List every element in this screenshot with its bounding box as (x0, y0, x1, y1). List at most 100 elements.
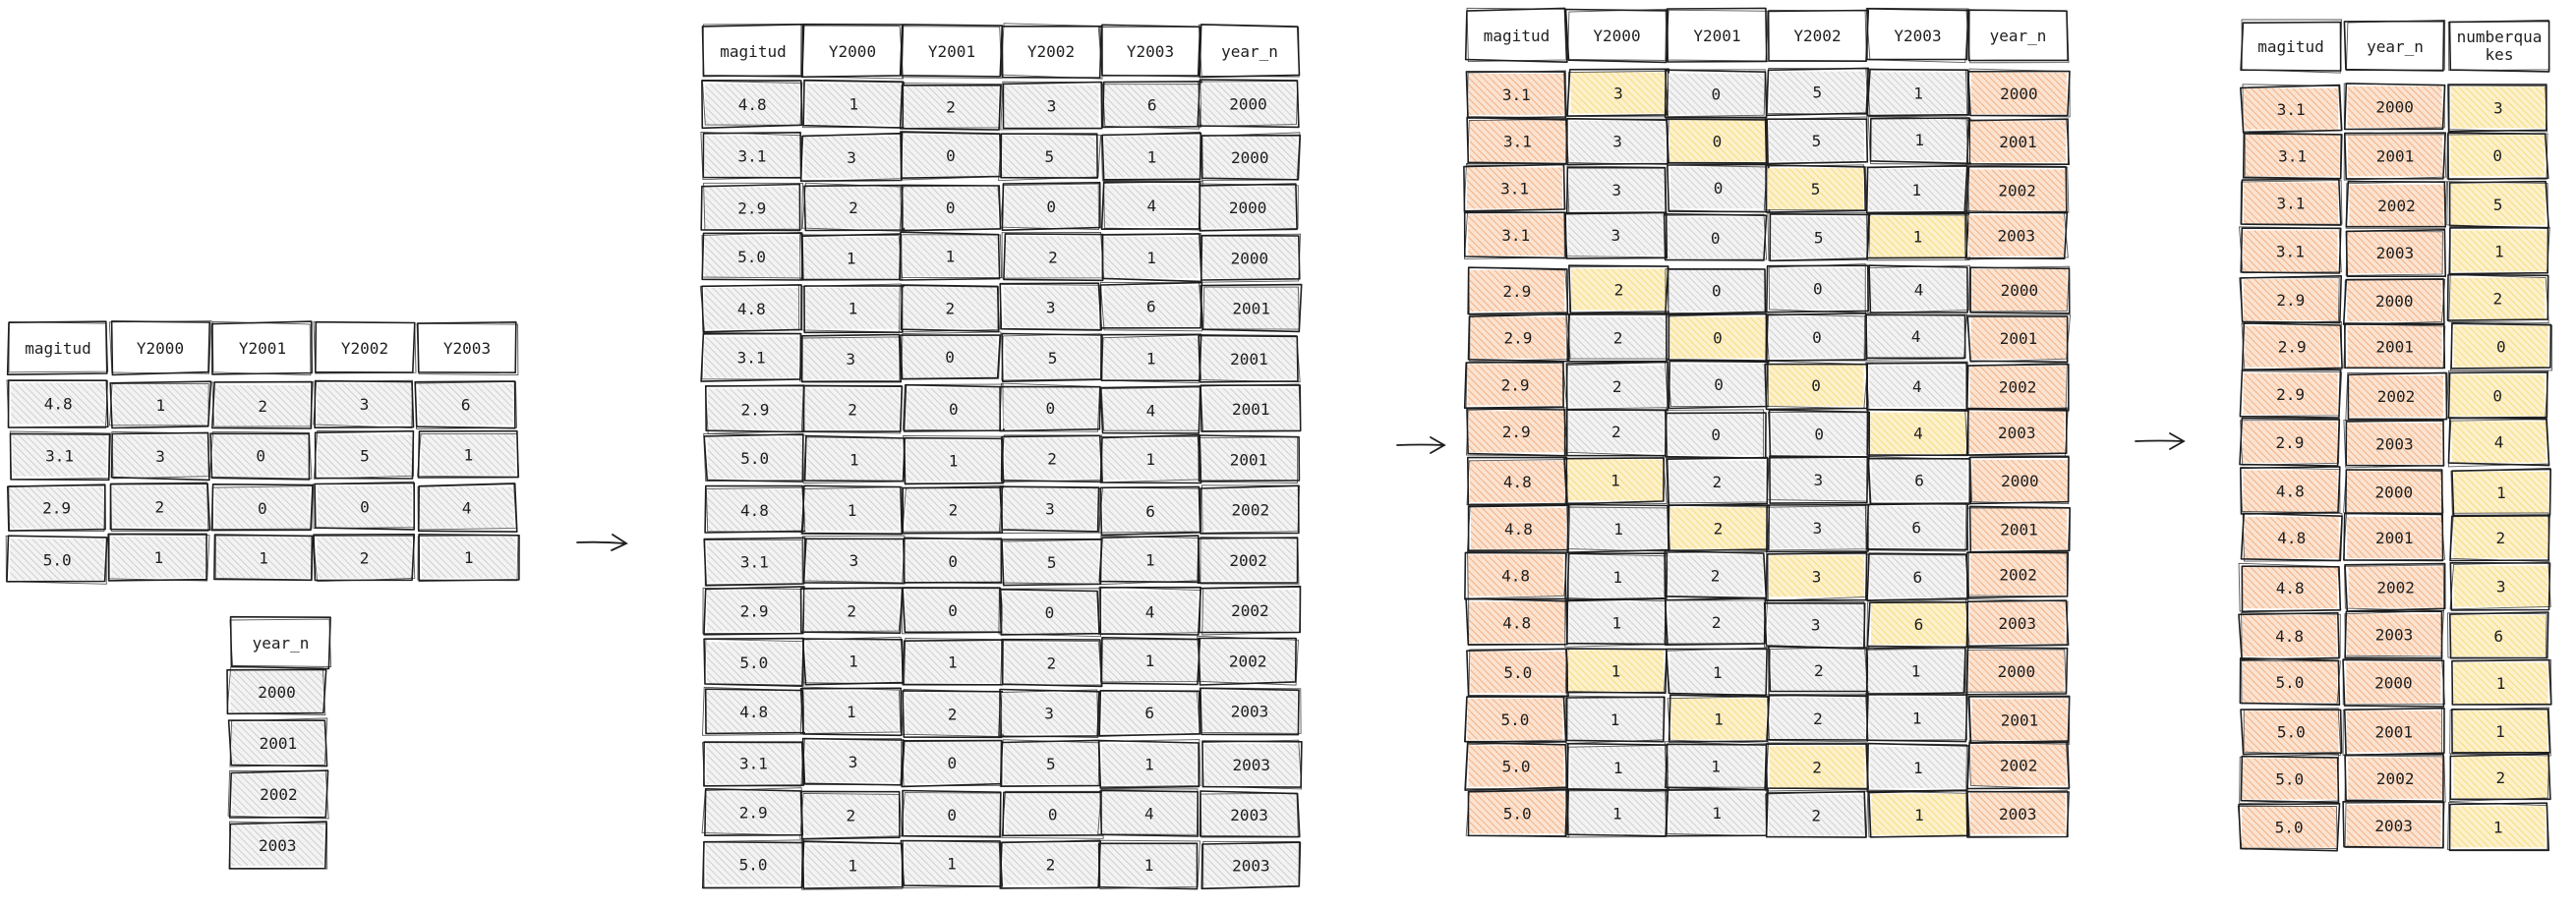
high-cell-text: 3 (1611, 226, 1621, 245)
result-cell-text: 2001 (2375, 722, 2414, 741)
cross-cell-text: 2.9 (740, 400, 769, 419)
cross-cell: 2 (800, 384, 904, 434)
high-cell-text: 6 (1914, 615, 1924, 634)
cross-cell: 1 (801, 283, 905, 334)
high-cell-text: 5.0 (1503, 663, 1532, 682)
cross-cell: 2.9 (700, 182, 803, 232)
cross-cell-text: 3 (1047, 97, 1057, 116)
cross-cell: 1 (1099, 637, 1201, 686)
high-cell: 1 (1563, 455, 1668, 505)
high-cell-text: 1 (1913, 84, 1923, 102)
cross-cell-text: 6 (1145, 502, 1155, 521)
result-cell: 5 (2446, 180, 2549, 230)
high-cell-text: 1 (1713, 663, 1723, 682)
input-cell-text: 0 (360, 497, 370, 516)
high-cell-text: 5 (1814, 228, 1824, 247)
result-cell-text: 4 (2494, 433, 2504, 452)
high-cell-text: 2.9 (1502, 282, 1531, 301)
high-cell-text: 2001 (2000, 520, 2038, 539)
cross-cell-text: 3 (846, 350, 855, 369)
cross-cell-text: 2 (945, 299, 955, 317)
high-cell: 2 (1665, 456, 1770, 507)
high-cell: 4 (1865, 361, 1968, 411)
high-cell-text: 1 (1911, 662, 1921, 681)
high-cell: 5 (1764, 116, 1869, 165)
high-cell-text: 2 (1711, 566, 1721, 585)
result-header-year_n: year_n (2343, 20, 2446, 72)
high-cell: 6 (1864, 502, 1968, 552)
result-cell: 2003 (2342, 801, 2445, 849)
high-cell: 2001 (1965, 118, 2071, 167)
result-cell: 3.1 (2240, 84, 2343, 134)
cross-cell: 3 (799, 333, 903, 383)
high-cell-text: 0 (1711, 426, 1721, 444)
high-cell: 2 (1568, 264, 1670, 314)
high-cell-text: 0 (1813, 280, 1823, 299)
high-cell: 2001 (1966, 313, 2072, 364)
high-cell-text: 4 (1913, 425, 1923, 443)
cross-cell-text: 0 (945, 348, 955, 367)
high-header-Y2001: Y2001 (1665, 7, 1769, 63)
high-cell: 1 (1866, 742, 1970, 793)
cross-cell-text: 1 (1145, 450, 1155, 469)
high-cell-text: 3.1 (1501, 226, 1530, 245)
input-header-magitud-text: magitud (25, 339, 90, 358)
cross-cell: 4 (1097, 586, 1201, 636)
cross-cell-text: 2002 (1231, 601, 1269, 620)
high-cell-text: 4 (1912, 377, 1922, 396)
result-cell: 1 (2450, 467, 2551, 518)
cross-cell: 1 (1100, 333, 1202, 384)
high-cell-text: 2 (1611, 423, 1621, 441)
result-cell-text: 1 (2493, 818, 2503, 836)
cross-cell-text: 2.9 (739, 804, 768, 823)
high-cell-text: 2003 (1998, 424, 2036, 442)
input-cell-text: 3.1 (45, 447, 74, 466)
cross-cell: 2000 (1200, 233, 1302, 283)
cross-cell-text: 2 (847, 601, 856, 620)
high-cell-text: 5.0 (1503, 804, 1532, 823)
cross-cell-text: 2002 (1232, 501, 1270, 520)
high-cell: 2.9 (1467, 312, 1570, 363)
result-cell-text: 2002 (2377, 387, 2416, 406)
cross-header-magitud-text: magitud (720, 42, 786, 61)
high-cell-text: 1 (1913, 228, 1923, 247)
cross-cell-text: 0 (948, 601, 958, 620)
cross-cell: 2 (1000, 434, 1103, 483)
cross-cell-text: 2003 (1231, 703, 1269, 721)
input-cell-text: 2 (360, 548, 370, 567)
high-cell-text: 2002 (1999, 377, 2037, 396)
cross-cell-text: 3.1 (739, 755, 768, 773)
high-cell-text: 0 (1713, 132, 1723, 150)
input-cell-text: 1 (156, 396, 166, 415)
high-cell-text: 2 (1811, 807, 1821, 825)
cross-header-Y2002-text: Y2002 (1027, 42, 1075, 61)
cross-cell: 6 (1099, 281, 1203, 332)
cross-cell: 2001 (1200, 283, 1303, 333)
high-cell-text: 1 (1712, 804, 1722, 823)
cross-cell-text: 3 (849, 551, 859, 570)
cross-cell-text: 2 (849, 199, 858, 217)
high-cell: 1 (1667, 694, 1770, 744)
result-cell: 3.1 (2239, 226, 2342, 274)
cross-cell-text: 2001 (1230, 350, 1268, 369)
result-cell: 4.8 (2238, 611, 2341, 661)
high-cell: 4.8 (1465, 597, 1569, 647)
cross-cell-text: 2 (848, 400, 857, 419)
input-cell-text: 1 (464, 446, 474, 465)
cross-cell: 3 (1000, 81, 1103, 131)
high-cell: 2 (1565, 312, 1669, 363)
cross-cell: 4 (1100, 181, 1203, 231)
result-cell-text: 2001 (2375, 338, 2414, 357)
high-cell: 2 (1664, 597, 1769, 646)
high-cell: 0 (1765, 312, 1867, 362)
high-cell: 0 (1766, 263, 1869, 313)
cross-cell-text: 0 (948, 754, 958, 772)
high-cell-text: 3 (1812, 567, 1822, 586)
cross-cell: 1 (1097, 839, 1200, 890)
cross-cell: 3 (801, 737, 905, 786)
high-cell: 5 (1765, 67, 1870, 117)
high-cell: 2.9 (1466, 407, 1567, 457)
high-cell-text: 0 (1712, 85, 1722, 104)
